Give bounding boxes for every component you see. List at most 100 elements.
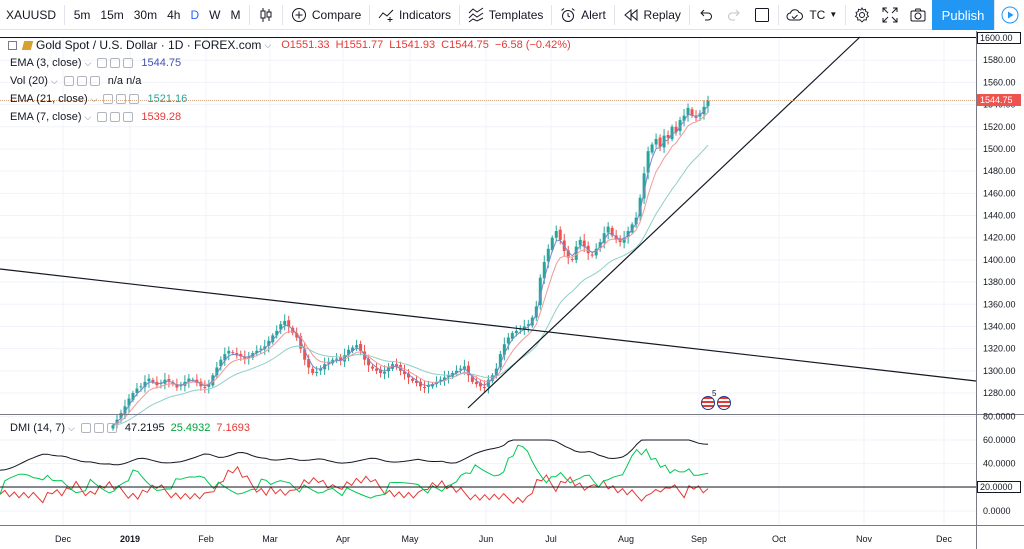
candle-body (554, 231, 558, 238)
candle-body (223, 354, 227, 361)
close-icon[interactable] (123, 58, 134, 68)
eye-icon[interactable] (80, 423, 91, 433)
candle-body (175, 384, 179, 388)
eye-icon[interactable] (97, 58, 108, 68)
symbol-search[interactable]: XAUUSD (0, 0, 62, 30)
indicator-legend-ema21[interactable]: EMA (21, close) ⌵ 1521.16 (10, 93, 187, 105)
indicator-label: EMA (3, close) (10, 57, 82, 69)
chart-type-button[interactable] (252, 0, 280, 30)
candle-body (542, 262, 546, 279)
candle-body (622, 237, 626, 243)
eye-icon[interactable] (63, 76, 74, 86)
plus-circle-icon (291, 7, 306, 22)
events-badge[interactable]: 5 (701, 389, 735, 411)
fullscreen-button[interactable] (876, 0, 904, 30)
chevron-down-icon[interactable]: ⌵ (68, 422, 75, 433)
play-button[interactable] (994, 0, 1024, 30)
candle-body (510, 333, 514, 339)
timeframe-group: 5m 15m 30m 4h D W M (67, 0, 248, 30)
chevron-down-icon: ▼ (829, 10, 838, 19)
candle-body (482, 387, 486, 389)
price-tick-label: 1440.00 (983, 211, 1016, 221)
resistance-trendline[interactable] (0, 268, 977, 382)
redo-button[interactable] (720, 0, 748, 30)
indicator-legend-vol[interactable]: Vol (20) ⌵ n/a n/a (10, 75, 141, 87)
publish-button[interactable]: Publish (932, 0, 994, 30)
compare-button[interactable]: Compare (285, 0, 367, 30)
candle-body (291, 327, 295, 334)
candle-body (438, 379, 442, 381)
candle-body (367, 359, 371, 366)
candle-body (414, 380, 418, 384)
events-count: 5 (712, 389, 717, 398)
close-icon[interactable] (89, 76, 100, 86)
candle-body (538, 277, 542, 306)
timeframe-w[interactable]: W (209, 7, 221, 22)
gear-icon[interactable] (93, 423, 104, 433)
candle-body (111, 425, 115, 429)
trend-lines[interactable] (0, 36, 977, 409)
close-icon[interactable] (123, 112, 134, 122)
gear-icon[interactable] (116, 94, 127, 104)
undo-button[interactable] (692, 0, 720, 30)
timeframe-5m[interactable]: 5m (73, 7, 91, 22)
price-tick-label: 1280.00 (983, 388, 1016, 398)
toolbar-divider (613, 4, 615, 25)
toolbar-divider (551, 4, 553, 25)
time-tick-label: Jul (545, 534, 557, 544)
cloud-save-button[interactable]: TC ▼ (780, 0, 843, 30)
eye-icon[interactable] (103, 94, 114, 104)
chevron-down-icon[interactable]: ⌵ (84, 57, 92, 68)
collapse-icon[interactable] (8, 40, 17, 50)
candle-body (363, 351, 367, 360)
chevron-down-icon[interactable]: ⌵ (264, 39, 272, 50)
layout-button[interactable] (748, 0, 776, 30)
dmi-legend[interactable]: DMI (14, 7) ⌵ 47.2195 25.4932 7.1693 (10, 422, 250, 434)
main-legend[interactable]: Gold Spot / U.S. Dollar · 1D · FOREX.com… (8, 38, 571, 52)
chevron-down-icon[interactable]: ⌵ (84, 111, 92, 122)
timeframe-15m[interactable]: 15m (100, 7, 124, 22)
templates-button[interactable]: Templates (462, 0, 550, 30)
timeframe-m[interactable]: M (230, 7, 241, 22)
close-icon[interactable] (106, 423, 117, 433)
symbol-label: XAUUSD (6, 7, 57, 22)
alert-button[interactable]: Alert (554, 0, 612, 30)
chevron-down-icon[interactable]: ⌵ (50, 75, 58, 86)
time-tick-label: Dec (55, 534, 72, 544)
chevron-down-icon[interactable]: ⌵ (90, 93, 98, 104)
support-trendline[interactable] (467, 36, 861, 409)
close-icon[interactable] (129, 94, 140, 104)
indicator-label: EMA (21, close) (10, 93, 88, 105)
candle-body (426, 385, 430, 387)
timeframe-30m[interactable]: 30m (133, 7, 158, 22)
indicators-button[interactable]: Indicators (372, 0, 457, 30)
dmi-level-value: 20.0000 (980, 482, 1013, 492)
gear-icon[interactable] (110, 58, 121, 68)
dmi-axis[interactable]: 80.0000 60.0000 40.0000 20.0000 0.0000 (983, 411, 1016, 516)
snapshot-button[interactable] (904, 0, 932, 30)
timeframe-d[interactable]: D (190, 7, 200, 22)
indicator-label: Vol (20) (10, 75, 48, 87)
indicator-value: n/a n/a (107, 75, 142, 87)
gear-icon[interactable] (110, 112, 121, 122)
candle-body (498, 354, 502, 368)
candle-body (135, 388, 139, 393)
timeframe-4h[interactable]: 4h (167, 7, 181, 22)
adx-value: 47.2195 (124, 422, 165, 434)
replay-button[interactable]: Replay (617, 0, 687, 30)
indicator-legend-ema3[interactable]: EMA (3, close) ⌵ 1544.75 (10, 57, 181, 69)
candle-body (646, 151, 650, 173)
candle-body (371, 366, 375, 369)
candle-body (143, 381, 147, 388)
time-axis[interactable]: Dec 2019 Feb Mar Apr May Jun Jul Aug Sep Oct Nov Dec (55, 534, 953, 544)
symbol-title: Gold Spot / U.S. Dollar · 1D · FOREX.com (36, 38, 262, 52)
gear-icon[interactable] (76, 76, 87, 86)
candle-body (642, 173, 646, 199)
toolbar-divider (282, 4, 283, 25)
indicator-legend-ema7[interactable]: EMA (7, close) ⌵ 1539.28 (10, 111, 181, 123)
ema-3-line (112, 105, 709, 426)
eye-icon[interactable] (97, 112, 108, 122)
settings-button[interactable] (848, 0, 876, 30)
price-axis[interactable]: 1600.001580.001560.001540.001520.001500.… (983, 33, 1016, 398)
